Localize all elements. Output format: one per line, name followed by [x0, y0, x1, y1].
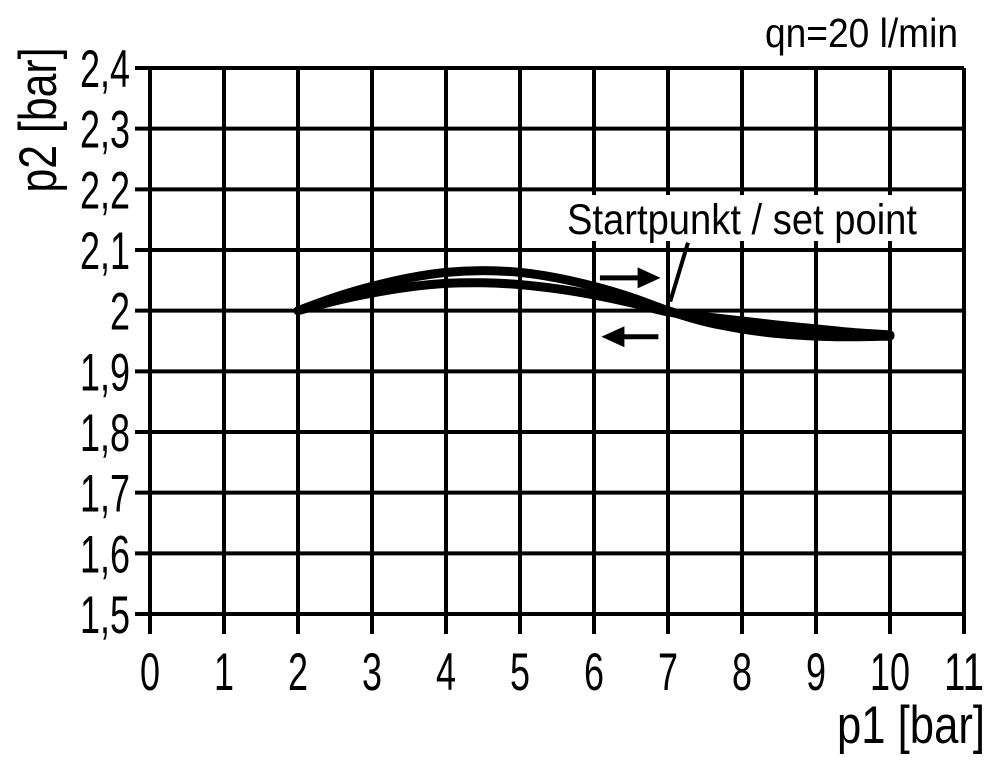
y-tick-label: 1,5: [80, 586, 130, 645]
curve-p1-decreasing: [293, 278, 895, 340]
y-tick-label: 2,2: [80, 161, 130, 220]
y-tick-label: 2,1: [80, 222, 130, 281]
y-tick-label: 2,3: [80, 101, 130, 160]
left-arrowhead-icon: [601, 326, 625, 348]
y-tick-label: 1,9: [80, 343, 130, 402]
x-tick-label: 0: [140, 643, 160, 702]
y-tick-label: 1,7: [80, 465, 130, 524]
y-tick-label: 1,8: [80, 404, 130, 463]
x-tick-label: 1: [214, 643, 234, 702]
grid: [148, 66, 966, 616]
right-arrowhead-icon: [637, 267, 661, 289]
x-tick-label: 3: [362, 643, 382, 702]
tick-labels: 0 1 2 3 4 5 6 7 8 9 10 112,42,32,22,121,91,81,71,61…: [80, 40, 984, 702]
annotation-leader-line: [668, 242, 690, 303]
x-tick-label: 10: [870, 643, 910, 702]
axis-ticks: [135, 66, 966, 634]
setpoint-annotation-label: Startpunkt / set point: [567, 196, 917, 244]
x-tick-label: 2: [288, 643, 308, 702]
y-tick-label: 2,4: [80, 40, 130, 99]
curve-p1-increasing: [293, 266, 895, 342]
x-tick-label: 4: [436, 643, 456, 702]
tick-marks: [135, 66, 966, 634]
x-tick-label: 5: [510, 643, 530, 702]
y-tick-label: 2: [110, 283, 130, 342]
y-tick-label: 1,6: [80, 525, 130, 584]
x-tick-label: 7: [658, 643, 678, 702]
x-tick-label: 9: [806, 643, 826, 702]
x-axis-label: p1 [bar]: [837, 696, 985, 755]
x-tick-label: 11: [944, 643, 984, 702]
annotation-background: [559, 195, 925, 241]
curves: [293, 266, 895, 342]
chart-title: qn=20 l/min: [765, 10, 958, 56]
grid-lines: [148, 66, 966, 616]
x-tick-label: 6: [584, 643, 604, 702]
y-axis-label: p2 [bar]: [9, 48, 68, 193]
x-tick-label: 8: [732, 643, 752, 702]
annotations: [599, 242, 690, 348]
